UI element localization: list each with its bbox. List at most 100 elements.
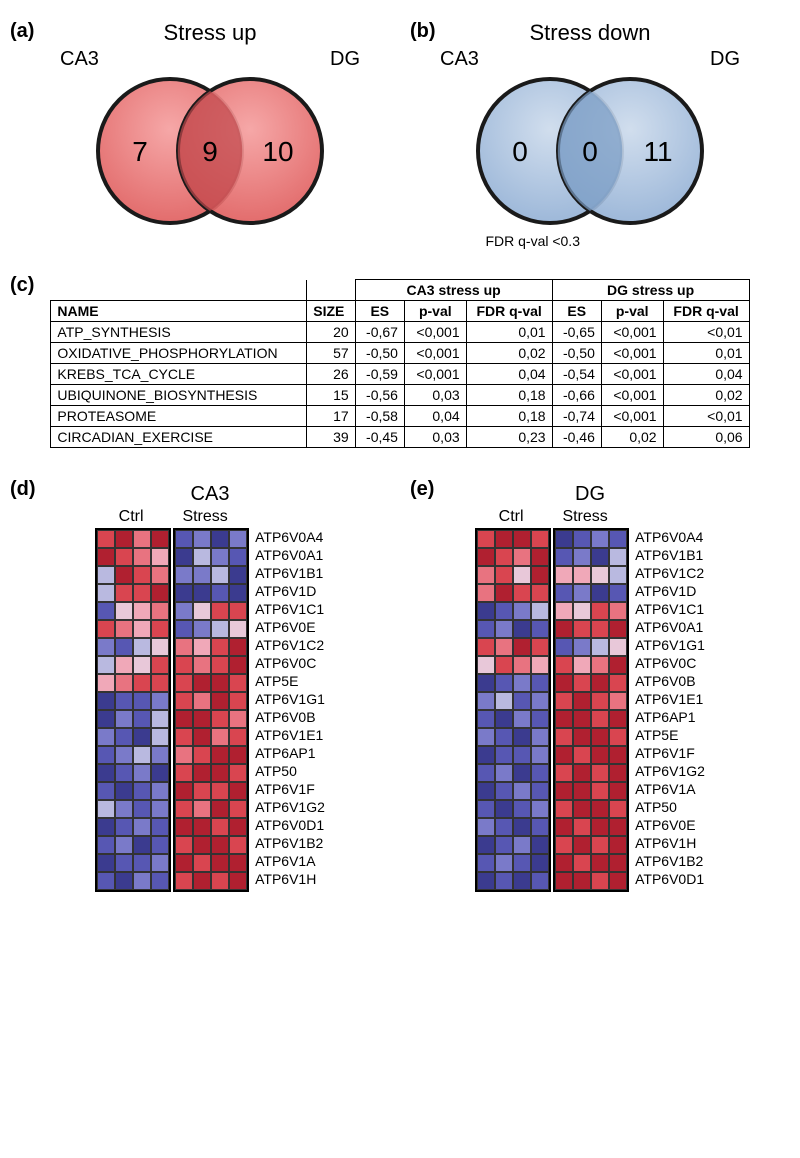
hm-cell — [211, 638, 229, 656]
table-col-header: NAME SIZE ES p-val FDR q-val ES p-val FD… — [51, 301, 749, 322]
hm-cell — [495, 710, 513, 728]
hm-cell — [477, 548, 495, 566]
hm-cell — [193, 638, 211, 656]
table-group-ca3: CA3 stress up — [355, 280, 552, 301]
hm-cell — [531, 566, 549, 584]
hm-cell — [193, 854, 211, 872]
venn-up-block: Stress up CA3 DG 7 9 10 — [30, 20, 390, 231]
hm-cell — [175, 854, 193, 872]
hm-cell — [513, 530, 531, 548]
hm-e-genes: ATP6V0A4ATP6V1B1ATP6V1C2ATP6V1DATP6V1C1A… — [635, 528, 705, 888]
hm-cell — [609, 818, 627, 836]
hm-cell — [175, 836, 193, 854]
hm-cell — [211, 548, 229, 566]
hm-cell — [591, 854, 609, 872]
heatmap-e: DG CtrlStress ATP6V0A4ATP6V1B1ATP6V1C2AT… — [475, 483, 705, 892]
hm-cell — [115, 800, 133, 818]
hm-cell — [175, 746, 193, 764]
hm-cell — [151, 692, 169, 710]
hm-cell — [555, 818, 573, 836]
hm-cell — [211, 728, 229, 746]
panel-label-e: (e) — [410, 478, 434, 501]
hm-cell — [193, 584, 211, 602]
hm-d-title: CA3 — [95, 483, 325, 506]
hm-gene-label: ATP6V1C2 — [255, 636, 325, 654]
hm-cell — [495, 584, 513, 602]
hm-cell — [513, 728, 531, 746]
hm-cell — [591, 710, 609, 728]
hm-cell — [193, 656, 211, 674]
hm-gene-label: ATP6V1B1 — [255, 564, 325, 582]
hm-cell — [555, 602, 573, 620]
venn-up-overlap-n: 9 — [202, 136, 218, 167]
hm-cell — [133, 764, 151, 782]
hm-cell — [229, 710, 247, 728]
venn-down-left-n: 0 — [512, 136, 528, 167]
hm-cell — [609, 764, 627, 782]
hm-stress-label: Stress — [547, 508, 623, 526]
hm-gene-label: ATP6V1H — [255, 870, 325, 888]
table-row: OXIDATIVE_PHOSPHORYLATION57-0,50<0,0010,… — [51, 343, 749, 364]
hm-cell — [591, 800, 609, 818]
hm-cell — [97, 674, 115, 692]
hm-cell — [495, 836, 513, 854]
hm-cell — [151, 764, 169, 782]
hm-cell — [609, 548, 627, 566]
venn-up-title: Stress up — [30, 20, 390, 46]
hm-cell — [115, 656, 133, 674]
hm-gene-label: ATP6AP1 — [255, 744, 325, 762]
hm-cell — [151, 548, 169, 566]
hm-gene-label: ATP6V0B — [255, 708, 325, 726]
hm-cell — [555, 782, 573, 800]
hm-cell — [175, 620, 193, 638]
hm-gene-label: ATP6V0D1 — [635, 870, 705, 888]
hm-gene-label: ATP6V0C — [635, 654, 705, 672]
hm-cell — [495, 872, 513, 890]
hm-cell — [133, 602, 151, 620]
hm-cell — [495, 656, 513, 674]
hm-cell — [97, 620, 115, 638]
hm-gene-label: ATP6V1F — [635, 744, 705, 762]
hm-cell — [531, 692, 549, 710]
hm-cell — [609, 530, 627, 548]
hm-cell — [609, 728, 627, 746]
hm-cell — [211, 710, 229, 728]
hm-cell — [573, 602, 591, 620]
table-group-dg: DG stress up — [552, 280, 749, 301]
hm-cell — [609, 674, 627, 692]
hm-cell — [229, 656, 247, 674]
hm-cell — [591, 782, 609, 800]
hm-cell — [531, 836, 549, 854]
hm-cell — [175, 782, 193, 800]
hm-cell — [175, 728, 193, 746]
hm-cell — [591, 674, 609, 692]
hm-cell — [229, 692, 247, 710]
hm-cell — [555, 710, 573, 728]
hm-gene-label: ATP6V1G1 — [635, 636, 705, 654]
hm-cell — [115, 548, 133, 566]
hm-cell — [229, 872, 247, 890]
hm-cell — [175, 602, 193, 620]
hm-cell — [97, 872, 115, 890]
hm-cell — [151, 818, 169, 836]
venn-down-overlap-n: 0 — [582, 136, 598, 167]
hm-cell — [193, 728, 211, 746]
hm-cell — [555, 638, 573, 656]
hm-cell — [531, 764, 549, 782]
hm-cell — [495, 854, 513, 872]
hm-cell — [573, 674, 591, 692]
hm-cell — [193, 746, 211, 764]
venn-up-left-label: CA3 — [60, 48, 99, 71]
hm-cell — [513, 620, 531, 638]
hm-cell — [115, 728, 133, 746]
hm-cell — [609, 620, 627, 638]
table-row: CIRCADIAN_EXERCISE39-0,450,030,23-0,460,… — [51, 427, 749, 448]
hm-cell — [97, 782, 115, 800]
hm-cell — [513, 854, 531, 872]
hm-cell — [609, 854, 627, 872]
hm-ctrl-label: Ctrl — [95, 508, 167, 526]
hm-cell — [229, 764, 247, 782]
venn-down-right-n: 11 — [643, 136, 672, 167]
hm-cell — [133, 782, 151, 800]
hm-cell — [211, 854, 229, 872]
